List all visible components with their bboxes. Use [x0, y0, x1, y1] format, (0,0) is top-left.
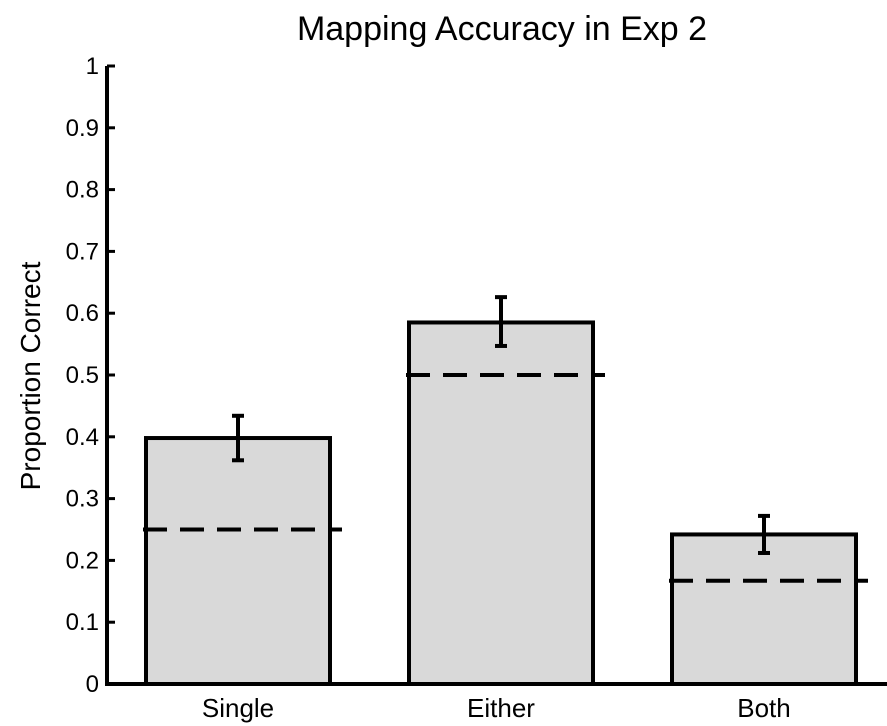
bar-either: [407, 320, 595, 686]
y-tick-label: 0.6: [66, 300, 99, 327]
bar-both: [670, 532, 858, 686]
y-tick-label: 0: [86, 671, 99, 698]
y-tick-label: 0.3: [66, 486, 99, 513]
x-category-label: Both: [737, 693, 791, 723]
x-category-label: Single: [202, 693, 274, 723]
bar-single: [144, 436, 332, 687]
y-tick-label: 0.1: [66, 609, 99, 636]
plot-area: 0 0.1 0.2 0.3 0.4 0.5 0.6 0.7 0.8 0.9 1 Single Eithe…: [66, 53, 887, 723]
y-tick-label: 0.9: [66, 115, 99, 142]
y-axis-label: Proportion Correct: [15, 261, 46, 490]
chart-title: Mapping Accuracy in Exp 2: [297, 10, 707, 48]
y-tick-label: 0.4: [66, 424, 99, 451]
y-tick-label: 0.8: [66, 177, 99, 204]
y-tick-label: 0.7: [66, 238, 99, 265]
x-category-label: Either: [467, 693, 535, 723]
y-tick-label: 0.5: [66, 362, 99, 389]
y-tick-label: 1: [86, 53, 99, 80]
y-tick-label: 0.2: [66, 547, 99, 574]
